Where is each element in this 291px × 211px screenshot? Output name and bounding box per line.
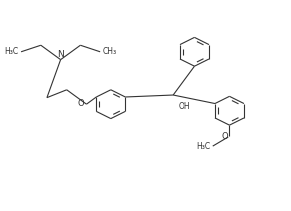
Text: O: O <box>77 99 84 108</box>
Text: N: N <box>57 50 64 59</box>
Text: O: O <box>221 133 228 141</box>
Text: CH₃: CH₃ <box>103 47 117 56</box>
Text: H₃C: H₃C <box>196 142 211 151</box>
Text: OH: OH <box>179 101 190 111</box>
Text: H₃C: H₃C <box>4 47 19 56</box>
